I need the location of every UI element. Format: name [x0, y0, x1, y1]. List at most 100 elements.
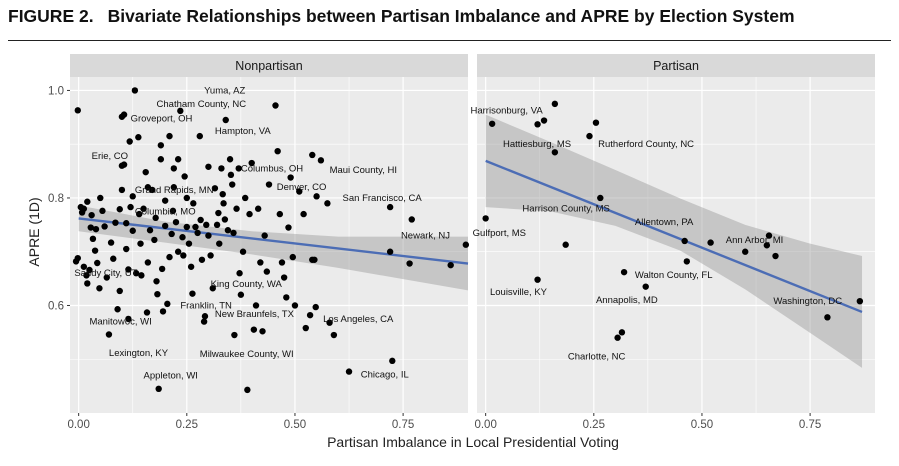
data-point	[586, 132, 593, 140]
data-point	[155, 385, 162, 393]
data-point	[123, 245, 130, 253]
data-point	[205, 232, 212, 239]
data-point	[170, 165, 178, 172]
data-point	[239, 248, 247, 255]
data-point	[148, 186, 156, 194]
data-point	[135, 134, 142, 141]
data-point	[534, 276, 541, 283]
data-point	[224, 227, 232, 234]
data-point	[84, 198, 91, 205]
data-point	[278, 259, 286, 266]
data-point	[144, 259, 152, 266]
point-annotation: New Braunfels, TX	[215, 309, 295, 320]
data-point	[120, 111, 128, 118]
panel-partisan: Partisan Harrisonburg, VA Hattiesburg, MS R…	[471, 54, 875, 431]
data-point	[280, 274, 288, 281]
data-point	[174, 156, 182, 163]
data-point	[276, 210, 284, 218]
data-point	[345, 368, 353, 375]
point-annotation: Columbus, OH	[241, 163, 303, 174]
data-point	[226, 156, 234, 163]
point-annotation: Chatham County, NC	[157, 99, 247, 110]
point-annotation: Sandy City, UT	[74, 268, 137, 279]
x-tick-label: 0.75	[392, 419, 414, 431]
data-point	[614, 334, 621, 341]
x-tick-label: 0.75	[799, 419, 821, 431]
data-point	[215, 209, 222, 217]
x-tick-label: 0.25	[583, 419, 605, 431]
data-point	[765, 232, 773, 239]
data-point	[285, 224, 292, 231]
data-point	[166, 253, 173, 261]
data-point	[96, 285, 103, 292]
data-point	[107, 239, 115, 246]
data-point	[534, 121, 541, 128]
plot-panel-background	[477, 77, 875, 413]
point-annotation: Charlotte, NC	[568, 352, 626, 363]
data-point	[80, 205, 88, 212]
point-annotation: Hampton, VA	[215, 126, 271, 137]
facet-strip	[70, 54, 468, 77]
point-annotation: Chicago, IL	[361, 369, 409, 380]
x-tick-label: 0.50	[691, 419, 713, 431]
confidence-band	[78, 205, 469, 291]
y-axis-label: APRE (1D)	[26, 197, 42, 266]
data-point	[177, 107, 184, 115]
data-point	[220, 200, 227, 207]
data-point	[89, 235, 97, 243]
data-point	[86, 266, 93, 274]
point-annotation: Denver, CO	[277, 182, 327, 193]
data-point	[246, 210, 253, 218]
data-point	[159, 308, 167, 315]
data-point	[166, 132, 173, 140]
data-point	[824, 314, 831, 321]
data-point	[74, 107, 81, 114]
data-point	[772, 252, 779, 260]
data-point	[313, 193, 320, 200]
data-point	[207, 252, 214, 259]
data-point	[237, 291, 245, 298]
data-point	[618, 329, 626, 336]
data-point	[309, 151, 316, 159]
point-annotation: Appleton, WI	[144, 370, 198, 381]
data-point	[254, 205, 262, 212]
data-point	[125, 315, 132, 323]
x-tick-label: 0.00	[474, 419, 496, 431]
data-point	[231, 331, 238, 339]
data-point	[218, 165, 225, 172]
data-point	[312, 303, 319, 311]
point-annotation: Lexington, KY	[109, 348, 169, 359]
data-point	[742, 248, 749, 255]
data-point	[181, 173, 188, 180]
data-point	[642, 283, 649, 290]
facet-strip	[477, 54, 875, 77]
point-annotation: Annapolis, MD	[596, 295, 658, 306]
data-point	[302, 324, 309, 332]
data-point	[856, 297, 864, 305]
point-annotation: Hattiesburg, MS	[503, 139, 571, 150]
data-point	[317, 157, 325, 164]
data-point	[311, 256, 318, 263]
data-point	[168, 230, 175, 238]
data-point	[261, 232, 268, 239]
data-point	[324, 200, 331, 207]
x-tick-label: 0.00	[67, 419, 89, 431]
figure-title-text: Bivariate Relationships between Partisan…	[107, 6, 795, 26]
data-point	[129, 193, 136, 200]
data-point	[172, 218, 180, 226]
data-point	[114, 306, 121, 313]
data-point	[137, 240, 144, 247]
data-point	[203, 221, 210, 229]
data-point	[123, 220, 130, 227]
regression-line	[78, 217, 469, 265]
data-point	[551, 100, 559, 108]
point-annotation: Los Angeles, CA	[323, 314, 394, 325]
y-tick-label: 1.0	[48, 85, 64, 97]
data-point	[482, 215, 489, 222]
data-point	[99, 207, 106, 215]
point-annotation: Harrison County, MS	[522, 204, 609, 215]
point-annotation: Columbia, MO	[135, 206, 196, 217]
data-point	[187, 263, 195, 270]
data-point	[274, 147, 281, 155]
